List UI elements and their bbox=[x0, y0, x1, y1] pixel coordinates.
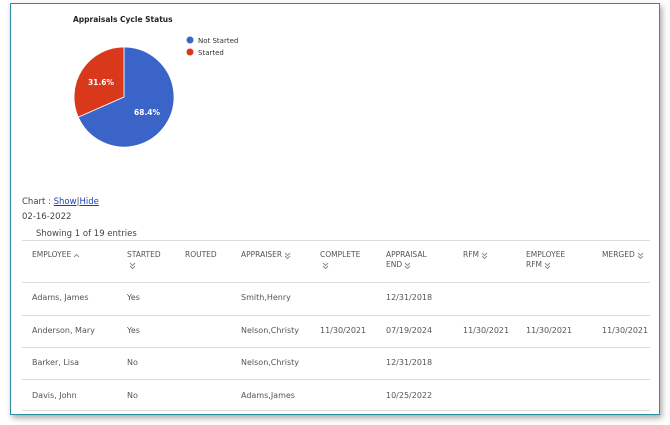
legend-label: Not Started bbox=[198, 37, 238, 45]
sort-chevron bbox=[129, 265, 136, 269]
row-divider bbox=[22, 379, 650, 380]
table-cell: Smith,Henry bbox=[241, 293, 291, 302]
sort-chevron bbox=[637, 255, 644, 259]
table-cell: 11/30/2021 bbox=[602, 326, 649, 335]
sort-icon bbox=[284, 252, 291, 259]
column-header[interactable]: COMPLETE bbox=[320, 250, 365, 270]
column-header[interactable]: EMPLOYEE RFM bbox=[526, 250, 566, 269]
table-cell: 11/30/2021 bbox=[463, 326, 510, 335]
sort-icon bbox=[73, 253, 80, 257]
row-divider bbox=[22, 315, 650, 316]
table-cell: 10/25/2022 bbox=[386, 391, 433, 400]
entries-info: Showing 1 of 19 entries bbox=[36, 229, 137, 239]
chart-title: Appraisals Cycle Status bbox=[73, 15, 173, 24]
table-cell: Yes bbox=[127, 293, 140, 302]
column-header[interactable]: STARTED bbox=[127, 250, 167, 270]
table-cell: 12/31/2018 bbox=[386, 358, 433, 367]
sort-chevron bbox=[73, 253, 80, 257]
table-cell: 07/19/2024 bbox=[386, 326, 433, 335]
table-cell: 12/31/2018 bbox=[386, 293, 433, 302]
table-cell: Nelson,Christy bbox=[241, 358, 300, 367]
sort-chevron bbox=[404, 262, 411, 266]
sort-icon bbox=[481, 252, 488, 259]
legend-swatch bbox=[186, 48, 194, 56]
row-divider bbox=[22, 410, 650, 411]
chart-toggle: Chart : Show|Hide bbox=[22, 197, 99, 207]
show-link[interactable]: Show bbox=[53, 197, 77, 207]
legend-swatch bbox=[186, 36, 194, 44]
column-header[interactable]: EMPLOYEE bbox=[32, 250, 122, 260]
sort-chevron bbox=[284, 252, 291, 256]
chart: Appraisals Cycle Status 68.4% Not Started… bbox=[73, 15, 238, 148]
sort-icon bbox=[129, 262, 136, 269]
sort-icon bbox=[637, 252, 644, 259]
column-header[interactable]: APPRAISER bbox=[241, 250, 316, 260]
slice-label: 68.4% bbox=[134, 108, 161, 117]
table-cell: No bbox=[127, 391, 138, 400]
table-cell: Adams,James bbox=[241, 391, 295, 400]
column-header[interactable]: RFM bbox=[463, 250, 513, 260]
sort-chevron bbox=[404, 265, 411, 269]
separator: | bbox=[76, 197, 80, 207]
sort-chevron bbox=[544, 265, 551, 269]
table-cell: Davis, John bbox=[32, 391, 77, 400]
row-divider bbox=[22, 347, 650, 348]
sort-chevron bbox=[481, 252, 488, 256]
table-cell: Nelson,Christy bbox=[241, 326, 300, 335]
row-divider bbox=[22, 240, 650, 241]
legend-label: Started bbox=[198, 49, 224, 57]
sort-icon bbox=[404, 262, 411, 269]
column-header[interactable]: ROUTED bbox=[185, 250, 217, 259]
sort-chevron bbox=[284, 255, 291, 259]
pie-slice bbox=[77, 46, 175, 148]
sort-icon bbox=[322, 262, 329, 269]
slice-label: 31.6% bbox=[88, 78, 115, 87]
pie-slice bbox=[73, 46, 125, 118]
sort-chevron bbox=[129, 262, 136, 266]
table-cell: Yes bbox=[127, 326, 140, 335]
sort-chevron bbox=[637, 252, 644, 256]
hide-link[interactable]: Hide bbox=[79, 197, 99, 207]
date: 02-16-2022 bbox=[22, 212, 72, 222]
column-header[interactable]: APPRAISAL END bbox=[386, 250, 427, 269]
column-header[interactable]: MERGED bbox=[602, 250, 652, 260]
table-cell: No bbox=[127, 358, 138, 367]
sort-chevron bbox=[322, 265, 329, 269]
sort-icon bbox=[544, 262, 551, 269]
toggle-label: Chart : bbox=[22, 197, 51, 207]
sort-chevron bbox=[544, 262, 551, 266]
table-cell: 11/30/2021 bbox=[320, 326, 367, 335]
sort-chevron bbox=[481, 255, 488, 259]
table-cell: 11/30/2021 bbox=[526, 326, 573, 335]
table-cell: Anderson, Mary bbox=[32, 326, 95, 335]
table-cell: Barker, Lisa bbox=[32, 358, 80, 367]
table-cell: Adams, James bbox=[32, 293, 89, 302]
sort-chevron bbox=[322, 262, 329, 266]
row-divider bbox=[22, 282, 650, 283]
